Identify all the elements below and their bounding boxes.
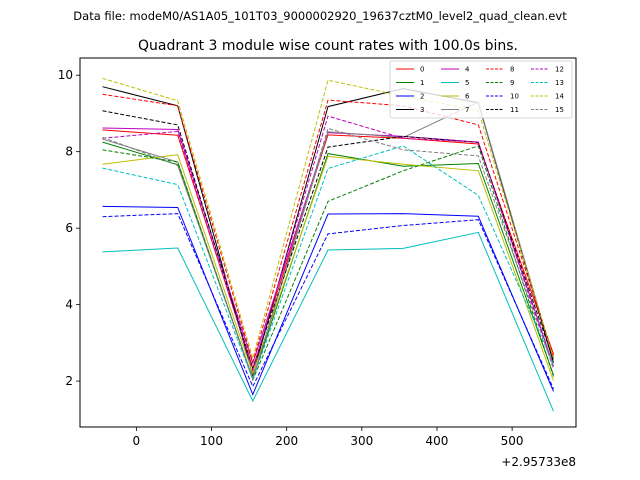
legend-label-2: 2	[420, 93, 424, 101]
series-line-2	[102, 205, 554, 396]
y-tick-label-3: 8	[65, 145, 73, 159]
y-tick-label-0: 2	[65, 374, 73, 388]
legend-label-12: 12	[555, 66, 564, 74]
legend-box	[389, 60, 573, 119]
y-tick-label-4: 10	[58, 68, 73, 82]
series-line-10	[102, 213, 554, 390]
legend-label-3: 3	[420, 106, 424, 114]
x-tick-label-4: 400	[426, 434, 449, 448]
series-line-6	[102, 154, 554, 381]
series-line-1	[102, 141, 554, 380]
figure-suptitle: Data file: modeM0/AS1A05_101T03_90000029…	[73, 9, 567, 23]
series-line-9	[102, 145, 554, 382]
x-tick-label-3: 300	[350, 434, 373, 448]
legend-label-5: 5	[465, 79, 469, 87]
legend-label-11: 11	[510, 106, 519, 114]
legend-label-0: 0	[420, 66, 424, 74]
x-tick-label-0: 0	[133, 434, 141, 448]
axes-frame	[79, 57, 577, 428]
series-line-15	[102, 127, 554, 381]
legend-label-6: 6	[465, 93, 470, 101]
legend-label-8: 8	[510, 66, 514, 74]
series-line-8	[102, 93, 554, 364]
x-tick-label-2: 200	[275, 434, 298, 448]
series-line-5	[102, 231, 554, 412]
legend-label-15: 15	[555, 106, 564, 114]
y-tick-label-1: 4	[65, 298, 73, 312]
chart-title: Quadrant 3 module wise count rates with …	[138, 38, 518, 54]
legend-label-7: 7	[465, 106, 469, 114]
x-tick-label-1: 100	[200, 434, 223, 448]
legend-label-1: 1	[420, 79, 424, 87]
legend-label-13: 13	[555, 79, 564, 87]
y-tick-label-2: 6	[65, 221, 73, 235]
legend-label-9: 9	[510, 79, 514, 87]
x-tick-label-5: 500	[501, 434, 524, 448]
legend-label-4: 4	[465, 66, 470, 74]
series-line-12	[102, 115, 554, 373]
legend-label-14: 14	[555, 93, 564, 101]
x-offset-label: +2.95733e8	[501, 455, 576, 469]
legend-label-10: 10	[510, 93, 519, 101]
